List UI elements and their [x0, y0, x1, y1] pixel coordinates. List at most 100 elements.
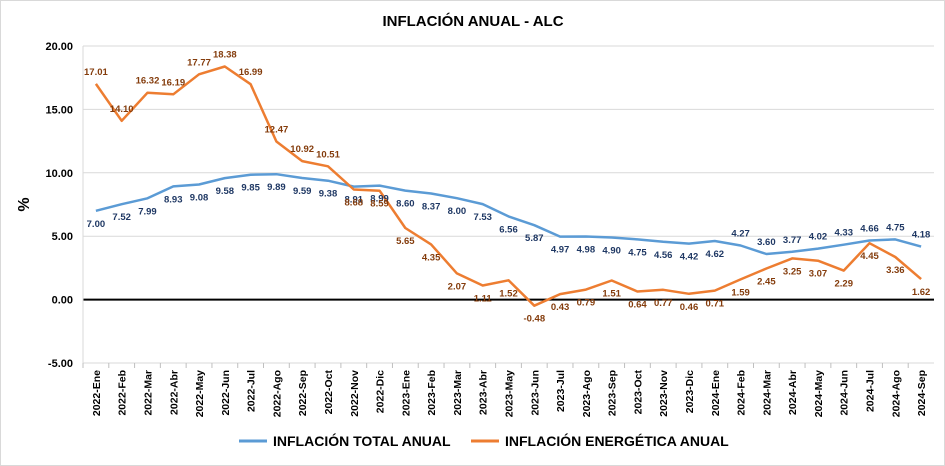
gridlines	[82, 45, 934, 364]
data-label-total: 4.02	[809, 232, 828, 243]
data-label-energy: 1.62	[912, 287, 931, 298]
legend-label-total: INFLACIÓN TOTAL ANUAL	[273, 432, 451, 449]
legend: INFLACIÓN TOTAL ANUAL INFLACIÓN ENERGÉTIC…	[239, 432, 729, 449]
x-axis-ticks: 2022-Ene 2022-Feb 2022-Mar 2022-Abr 2022-May…	[82, 363, 928, 417]
data-label-total: 8.93	[164, 194, 183, 205]
data-label-energy: 5.65	[396, 236, 415, 247]
data-label-energy: 1.11	[474, 294, 493, 305]
data-label-total: 8.99	[370, 194, 389, 205]
x-tick-label: 2022-Sep	[297, 370, 309, 416]
data-label-energy: 2.45	[757, 277, 776, 288]
data-label-energy: 12.47	[265, 124, 289, 135]
x-tick-label: 2023-Jun	[529, 370, 541, 416]
data-label-energy: 0.71	[706, 299, 725, 310]
x-tick-label: 2022-Mar	[142, 370, 154, 416]
data-label-total: 4.42	[680, 252, 699, 263]
x-tick-label: 2023-May	[504, 370, 516, 417]
data-label-energy: 16.19	[161, 77, 185, 88]
data-label-total: 4.33	[834, 228, 853, 239]
x-tick-label: 2024-Sep	[916, 370, 928, 416]
data-label-energy: 10.51	[316, 149, 340, 160]
data-label-energy: 17.77	[187, 57, 211, 68]
data-label-total: 4.97	[551, 245, 570, 256]
series-line-total	[95, 172, 922, 256]
chart-title: INFLACIÓN ANUAL - ALC	[382, 12, 563, 30]
legend-label-energy: INFLACIÓN ENERGÉTICA ANUAL	[505, 432, 729, 449]
data-label-energy: 1.52	[499, 288, 518, 299]
x-tick-label: 2022-Feb	[117, 370, 129, 416]
data-label-energy: 17.01	[84, 67, 108, 78]
x-tick-label: 2022-Oct	[323, 369, 335, 414]
y-axis-label: %	[16, 197, 33, 211]
data-label-total: 9.08	[190, 192, 209, 203]
data-label-energy: 0.79	[577, 298, 596, 309]
x-tick-label: 2024-Jul	[865, 370, 877, 412]
data-label-energy: 16.32	[136, 76, 160, 87]
data-label-energy: -0.48	[523, 314, 545, 325]
x-tick-label: 2024-Ago	[890, 370, 902, 417]
data-label-energy: 14.10	[110, 104, 134, 115]
x-tick-label: 2024-Ene	[710, 370, 722, 416]
x-tick-label: 2023-Dic	[684, 370, 696, 413]
x-tick-label: 2023-Feb	[426, 370, 438, 416]
data-label-total: 4.62	[706, 249, 725, 260]
data-label-total: 9.58	[216, 186, 235, 197]
y-tick-label: 5.00	[52, 231, 73, 243]
data-label-energy: 18.38	[213, 50, 237, 61]
y-tick-label: 20.00	[45, 41, 73, 53]
data-label-energy: 0.43	[551, 302, 570, 313]
data-label-total: 7.00	[87, 219, 106, 230]
data-label-total: 4.90	[602, 245, 621, 256]
data-label-total: 4.27	[731, 228, 750, 239]
y-tick-label: -5.00	[48, 358, 73, 370]
data-label-total: 8.91	[345, 195, 364, 206]
x-tick-label: 2024-Mar	[761, 370, 773, 416]
data-labels: 7.00 7.52 7.99 8.93 9.08 9.58 9.85 9.89 9.59 9.38…	[84, 50, 930, 325]
data-label-total: 9.59	[293, 186, 312, 197]
data-label-energy: 0.64	[628, 299, 647, 310]
x-tick-label: 2022-Jul	[246, 370, 258, 412]
data-label-energy: 0.77	[654, 298, 673, 309]
data-label-energy: 8.68	[345, 198, 364, 209]
x-tick-label: 2023-Nov	[658, 370, 670, 417]
data-label-total: 8.00	[448, 206, 467, 217]
x-tick-label: 2023-Ene	[400, 370, 412, 416]
x-tick-label: 2022-Ago	[271, 370, 283, 417]
data-label-total: 4.75	[886, 222, 905, 233]
x-tick-label: 2022-Ene	[91, 370, 103, 416]
data-label-total: 9.89	[267, 182, 286, 193]
data-label-total: 4.98	[577, 244, 596, 255]
data-label-energy: 3.25	[783, 266, 802, 277]
x-tick-label: 2024-Abr	[787, 370, 799, 415]
series-line-energy	[94, 65, 922, 307]
data-label-total: 4.18	[912, 230, 931, 241]
data-label-total: 4.56	[654, 250, 673, 261]
data-label-total: 9.38	[319, 189, 338, 200]
y-tick-label: 15.00	[45, 104, 73, 116]
x-tick-label: 2024-Jun	[839, 370, 851, 416]
data-label-total: 7.53	[473, 212, 492, 223]
data-label-energy: 1.51	[602, 288, 621, 299]
data-label-energy: 16.99	[239, 67, 263, 78]
x-tick-label: 2024-May	[813, 370, 825, 417]
x-tick-label: 2022-Abr	[168, 370, 180, 415]
data-label-energy: 0.46	[680, 302, 699, 313]
x-tick-label: 2023-Jul	[555, 370, 567, 412]
y-axis-ticks: -5.00 0.00 5.00 10.00 15.00 20.00	[45, 41, 73, 370]
data-label-total: 5.87	[525, 233, 544, 244]
x-tick-label: 2023-Mar	[452, 370, 464, 416]
data-label-energy: 2.29	[834, 279, 853, 290]
data-label-total: 4.75	[628, 247, 647, 258]
y-tick-label: 10.00	[45, 168, 73, 180]
data-label-total: 3.77	[783, 235, 802, 246]
data-label-total: 3.60	[757, 237, 776, 248]
data-label-energy: 2.07	[448, 281, 467, 292]
data-label-total: 6.56	[499, 224, 518, 235]
x-tick-label: 2023-Oct	[632, 369, 644, 414]
x-tick-label: 2022-May	[194, 370, 206, 417]
data-label-energy: 4.35	[422, 252, 441, 263]
data-label-energy: 3.07	[809, 269, 828, 280]
data-label-total: 7.52	[112, 212, 131, 223]
